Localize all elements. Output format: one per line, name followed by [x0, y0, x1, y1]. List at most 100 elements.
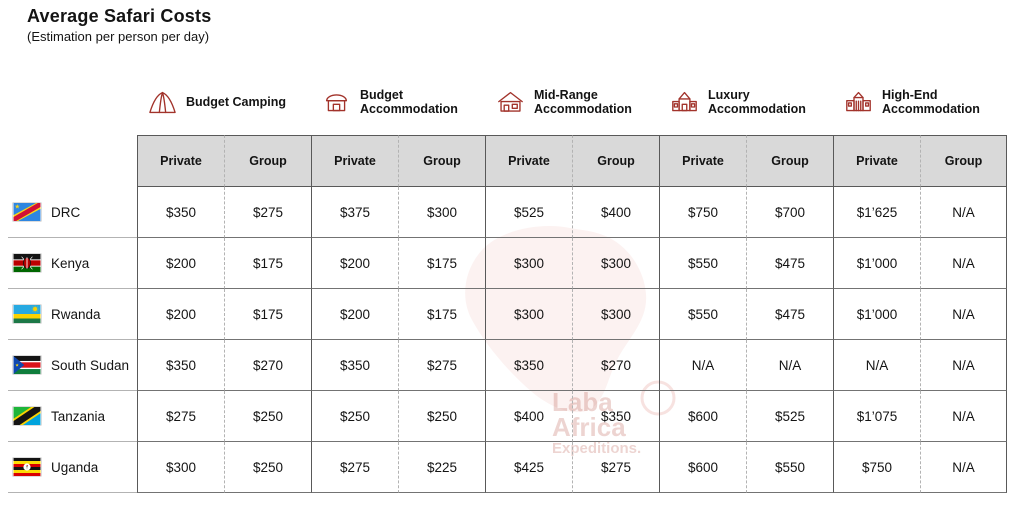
col-header-high-end-accommodation-group: Group: [920, 135, 1007, 187]
cost-cell: N/A: [920, 238, 1007, 289]
cost-cell: N/A: [920, 442, 1007, 493]
tent-icon: [147, 89, 178, 116]
cost-cell: $1’000: [833, 238, 920, 289]
cost-cell: $700: [746, 187, 833, 238]
cost-cell: $525: [746, 391, 833, 442]
south-sudan-flag-icon: [13, 356, 41, 374]
cost-cell: $1’075: [833, 391, 920, 442]
cost-cell: N/A: [833, 340, 920, 391]
cost-cell: $300: [398, 187, 485, 238]
villa-icon: [669, 89, 700, 116]
country-label: DRC: [51, 204, 81, 220]
hut-icon: [321, 89, 352, 116]
cost-cell: $350: [485, 340, 572, 391]
category-header-row: Budget Camping Budget Accommodation Mid-…: [137, 74, 1007, 130]
col-header-mid-range-accommodation-private: Private: [485, 135, 572, 187]
cost-cell: $300: [572, 289, 659, 340]
cost-cell: $250: [224, 391, 311, 442]
house-icon: [495, 89, 526, 116]
cost-cell: $300: [572, 238, 659, 289]
category-mid-range-accommodation: Mid-Range Accommodation: [485, 74, 659, 130]
cost-cell: $270: [572, 340, 659, 391]
country-label: Rwanda: [51, 306, 101, 322]
page-title: Average Safari Costs: [27, 6, 212, 26]
cost-cell: $350: [572, 391, 659, 442]
cost-cell: N/A: [920, 391, 1007, 442]
cost-cell: $475: [746, 289, 833, 340]
cost-cell: $300: [485, 238, 572, 289]
col-header-budget-camping-group: Group: [224, 135, 311, 187]
cost-cell: $750: [833, 442, 920, 493]
cost-cell: $175: [398, 238, 485, 289]
category-high-end-accommodation: High-End Accommodation: [833, 74, 1007, 130]
cost-cell: N/A: [920, 340, 1007, 391]
country-label: Tanzania: [51, 408, 106, 424]
col-header-luxury-accommodation-group: Group: [746, 135, 833, 187]
cost-cell: $750: [659, 187, 746, 238]
cost-cell: $550: [659, 238, 746, 289]
tanzania-flag-icon: [13, 407, 41, 425]
country-label: Uganda: [51, 459, 99, 475]
cost-cell: $350: [311, 340, 398, 391]
cost-cell: N/A: [659, 340, 746, 391]
cost-cell: $225: [398, 442, 485, 493]
col-header-high-end-accommodation-private: Private: [833, 135, 920, 187]
category-luxury-accommodation: Luxury Accommodation: [659, 74, 833, 130]
cost-cell: $300: [485, 289, 572, 340]
category-label: Luxury Accommodation: [708, 87, 806, 116]
cost-cell: $275: [224, 187, 311, 238]
cost-cell: $275: [572, 442, 659, 493]
cost-cell: $200: [137, 289, 224, 340]
category-budget-accommodation: Budget Accommodation: [311, 74, 485, 130]
cost-cell: N/A: [920, 187, 1007, 238]
cost-cell: $400: [572, 187, 659, 238]
country-cell-rwanda: Rwanda: [8, 289, 137, 340]
cost-cell: $300: [137, 442, 224, 493]
country-label: Kenya: [51, 255, 90, 271]
cost-cell: $425: [485, 442, 572, 493]
cost-cell: $175: [398, 289, 485, 340]
cost-cell: $525: [485, 187, 572, 238]
category-budget-camping: Budget Camping: [137, 74, 311, 130]
rwanda-flag-icon: [13, 305, 41, 323]
col-header-budget-camping-private: Private: [137, 135, 224, 187]
cost-cell: $550: [746, 442, 833, 493]
cost-cell: $250: [398, 391, 485, 442]
cost-cell: $375: [311, 187, 398, 238]
cost-cell: $200: [137, 238, 224, 289]
cost-cell: $250: [311, 391, 398, 442]
cost-cell: $350: [137, 187, 224, 238]
cost-cell: $250: [224, 442, 311, 493]
country-cell-tanzania: Tanzania: [8, 391, 137, 442]
cost-cell: $600: [659, 442, 746, 493]
drc-flag-icon: [13, 203, 41, 221]
mansion-icon: [843, 89, 874, 116]
cost-cell: N/A: [920, 289, 1007, 340]
cost-cell: $175: [224, 238, 311, 289]
category-label: Budget Accommodation: [360, 87, 458, 116]
cost-cell: $275: [137, 391, 224, 442]
cost-cell: $200: [311, 238, 398, 289]
col-header-luxury-accommodation-private: Private: [659, 135, 746, 187]
cost-cell: $1’625: [833, 187, 920, 238]
col-header-budget-accommodation-private: Private: [311, 135, 398, 187]
cost-cell: N/A: [746, 340, 833, 391]
country-cell-uganda: Uganda: [8, 442, 137, 493]
uganda-flag-icon: [13, 458, 41, 476]
country-cell-south-sudan: South Sudan: [8, 340, 137, 391]
cost-cell: $1’000: [833, 289, 920, 340]
kenya-flag-icon: [13, 254, 41, 272]
cost-cell: $550: [659, 289, 746, 340]
cost-cell: $270: [224, 340, 311, 391]
col-header-mid-range-accommodation-group: Group: [572, 135, 659, 187]
cost-cell: $175: [224, 289, 311, 340]
country-cell-drc: DRC: [8, 187, 137, 238]
col-header-budget-accommodation-group: Group: [398, 135, 485, 187]
cost-cell: $275: [311, 442, 398, 493]
cost-cell: $475: [746, 238, 833, 289]
cost-cell: $600: [659, 391, 746, 442]
table-corner-spacer: [8, 135, 137, 187]
category-label: Mid-Range Accommodation: [534, 87, 632, 116]
country-cell-kenya: Kenya: [8, 238, 137, 289]
costs-table: Private Group Private Group Private Group Priv…: [8, 135, 1007, 493]
